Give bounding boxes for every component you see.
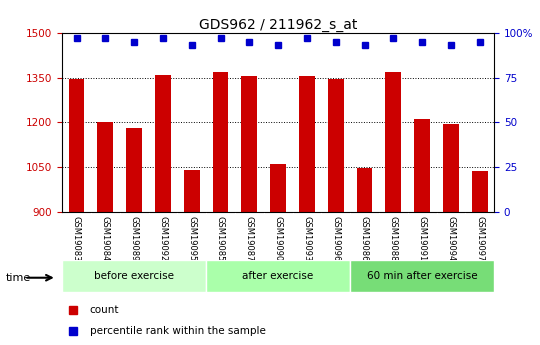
- Text: after exercise: after exercise: [242, 271, 314, 281]
- Text: GSM19096: GSM19096: [331, 216, 340, 262]
- Text: GSM19090: GSM19090: [274, 216, 282, 261]
- Bar: [299, 76, 315, 212]
- Bar: [472, 171, 488, 212]
- Text: time: time: [5, 273, 31, 283]
- Text: GSM19085: GSM19085: [216, 216, 225, 262]
- Text: GSM19097: GSM19097: [475, 216, 484, 262]
- Bar: [184, 170, 200, 212]
- Bar: [62, 260, 206, 292]
- Text: GSM19086: GSM19086: [360, 216, 369, 262]
- Text: GSM19092: GSM19092: [158, 216, 167, 261]
- Text: GSM19094: GSM19094: [447, 216, 455, 261]
- Bar: [241, 76, 257, 212]
- Bar: [270, 164, 286, 212]
- Text: GSM19091: GSM19091: [417, 216, 427, 261]
- Bar: [443, 124, 459, 212]
- Bar: [328, 79, 343, 212]
- Bar: [97, 121, 113, 212]
- Title: GDS962 / 211962_s_at: GDS962 / 211962_s_at: [199, 18, 357, 32]
- Bar: [155, 75, 171, 212]
- Bar: [126, 128, 142, 212]
- Text: count: count: [90, 305, 119, 315]
- Text: GSM19095: GSM19095: [187, 216, 196, 261]
- Text: percentile rank within the sample: percentile rank within the sample: [90, 326, 266, 336]
- Text: before exercise: before exercise: [94, 271, 174, 281]
- Text: GSM19083: GSM19083: [72, 216, 81, 262]
- Bar: [350, 260, 494, 292]
- Bar: [414, 119, 430, 212]
- Text: 60 min after exercise: 60 min after exercise: [367, 271, 477, 281]
- Text: GSM19084: GSM19084: [101, 216, 110, 262]
- Text: GSM19088: GSM19088: [389, 216, 398, 262]
- Bar: [356, 168, 373, 212]
- Text: GSM19089: GSM19089: [130, 216, 139, 262]
- Bar: [69, 79, 84, 212]
- Bar: [213, 72, 228, 212]
- Text: GSM19093: GSM19093: [302, 216, 312, 262]
- Text: GSM19087: GSM19087: [245, 216, 254, 262]
- Bar: [386, 72, 401, 212]
- Bar: [206, 260, 350, 292]
